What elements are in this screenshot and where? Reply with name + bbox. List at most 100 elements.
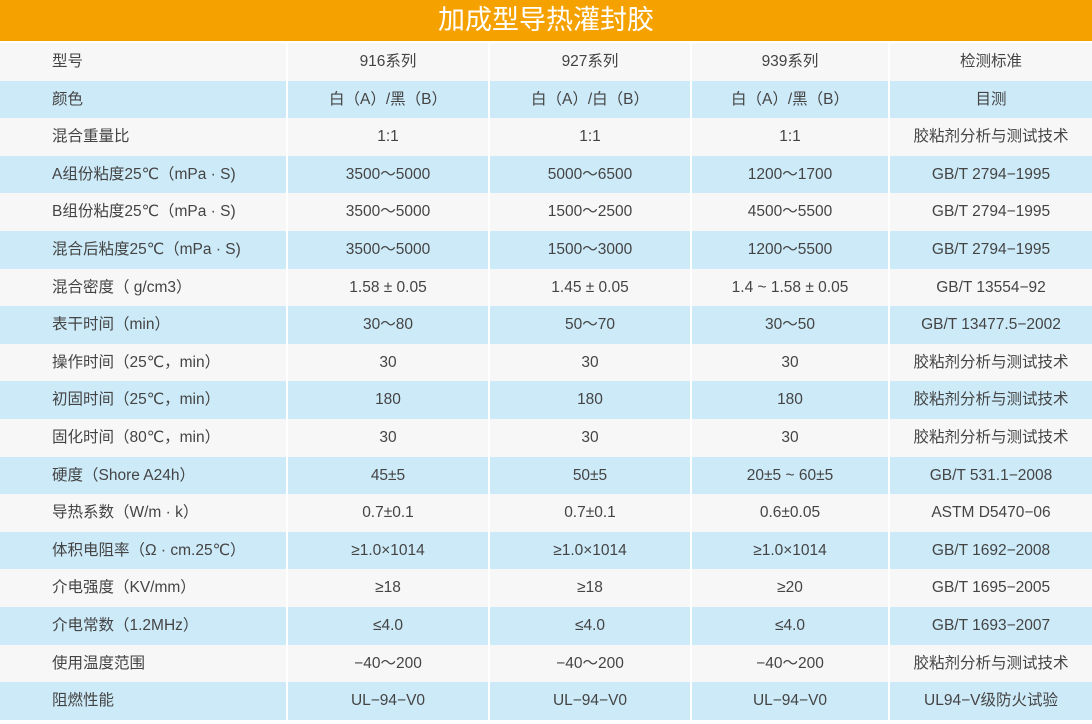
series-916-cell: ≥18 [288, 569, 490, 607]
property-cell: 颜色 [0, 80, 288, 119]
standard-cell: ASTM D5470−06 [890, 494, 1092, 532]
series-927-cell: 1500～2500 [490, 193, 692, 231]
table-row: 混合后粘度25℃（mPa · S) 3500～5000 1500～3000 1200～… [0, 230, 1092, 269]
standard-cell: 胶粘剂分析与测试技术 [890, 418, 1092, 457]
property-cell: B组份粘度25℃（mPa · S) [0, 193, 288, 231]
property-cell: 操作时间（25℃，min） [0, 343, 288, 382]
property-cell: 阻燃性能 [0, 682, 288, 720]
series-916-cell: 30 [288, 418, 490, 457]
series-927-cell: 927系列 [490, 43, 692, 81]
property-cell: 混合密度（ g/cm3） [0, 268, 288, 307]
series-916-cell: 30 [288, 343, 490, 382]
table-row: 体积电阻率（Ω · cm.25℃） ≥1.0×1014 ≥1.0×1014 ≥1.0×… [0, 531, 1092, 570]
table-row: 介电常数（1.2MHz） ≤4.0 ≤4.0 ≤4.0 GB/T 1693−2007 [0, 606, 1092, 645]
table-row: B组份粘度25℃（mPa · S) 3500～5000 1500～2500 4500～… [0, 193, 1092, 231]
series-939-cell: ≥1.0×1014 [692, 531, 890, 570]
series-939-cell: 1:1 [692, 118, 890, 156]
series-916-cell: 30～80 [288, 306, 490, 344]
table-row: 阻燃性能 UL−94−V0 UL−94−V0 UL−94−V0 UL94−V级防火试验 [0, 682, 1092, 720]
series-939-cell: ≤4.0 [692, 606, 890, 645]
table-row: 颜色 白（A）/黑（B） 白（A）/白（B） 白（A）/黑（B） 目测 [0, 80, 1092, 119]
table-row: 介电强度（KV/mm） ≥18 ≥18 ≥20 GB/T 1695−2005 [0, 569, 1092, 607]
standard-cell: GB/T 13554−92 [890, 268, 1092, 307]
series-939-cell: 白（A）/黑（B） [692, 80, 890, 119]
series-939-cell: 20±5 ~ 60±5 [692, 456, 890, 495]
standard-cell: GB/T 1695−2005 [890, 569, 1092, 607]
series-939-cell: 30～50 [692, 306, 890, 344]
table-row: 操作时间（25℃，min） 30 30 30 胶粘剂分析与测试技术 [0, 343, 1092, 382]
standard-cell: UL94−V级防火试验 [890, 682, 1092, 720]
table-row: 导热系数（W/m · k） 0.7±0.1 0.7±0.1 0.6±0.05 ASTM … [0, 494, 1092, 532]
series-916-cell: 3500～5000 [288, 230, 490, 269]
table-row: 使用温度范围 −40～200 −40～200 −40～200 胶粘剂分析与测试技术 [0, 644, 1092, 683]
series-916-cell: 1:1 [288, 118, 490, 156]
standard-cell: GB/T 2794−1995 [890, 155, 1092, 194]
property-cell: 硬度（Shore A24h） [0, 456, 288, 495]
table-row: 初固时间（25℃，min） 180 180 180 胶粘剂分析与测试技术 [0, 381, 1092, 419]
series-916-cell: 3500～5000 [288, 155, 490, 194]
series-927-cell: 1:1 [490, 118, 692, 156]
standard-cell: GB/T 1692−2008 [890, 531, 1092, 570]
series-927-cell: ≥1.0×1014 [490, 531, 692, 570]
standard-cell: 胶粘剂分析与测试技术 [890, 644, 1092, 683]
table-title: 加成型导热灌封胶 [0, 0, 1092, 41]
property-cell: 导热系数（W/m · k） [0, 494, 288, 532]
series-939-cell: 4500～5500 [692, 193, 890, 231]
series-927-cell: 1500～3000 [490, 230, 692, 269]
series-939-cell: 1200～1700 [692, 155, 890, 194]
series-939-cell: 1200～5500 [692, 230, 890, 269]
property-cell: 表干时间（min） [0, 306, 288, 344]
property-cell: 初固时间（25℃，min） [0, 381, 288, 419]
series-916-cell: 1.58 ± 0.05 [288, 268, 490, 307]
series-927-cell: 50～70 [490, 306, 692, 344]
series-927-cell: ≥18 [490, 569, 692, 607]
series-927-cell: 30 [490, 418, 692, 457]
series-916-cell: ≤4.0 [288, 606, 490, 645]
standard-cell: 胶粘剂分析与测试技术 [890, 343, 1092, 382]
property-cell: A组份粘度25℃（mPa · S) [0, 155, 288, 194]
series-916-cell: ≥1.0×1014 [288, 531, 490, 570]
series-927-cell: 50±5 [490, 456, 692, 495]
property-cell: 介电强度（KV/mm） [0, 569, 288, 607]
series-939-cell: 939系列 [692, 43, 890, 81]
series-927-cell: −40～200 [490, 644, 692, 683]
table-header-row: 型号 916系列 927系列 939系列 检测标准 [0, 43, 1092, 81]
series-939-cell: 30 [692, 418, 890, 457]
standard-cell: GB/T 2794−1995 [890, 230, 1092, 269]
series-916-cell: 白（A）/黑（B） [288, 80, 490, 119]
standard-cell: GB/T 2794−1995 [890, 193, 1092, 231]
property-cell: 型号 [0, 43, 288, 81]
standard-cell: GB/T 13477.5−2002 [890, 306, 1092, 344]
series-927-cell: 1.45 ± 0.05 [490, 268, 692, 307]
standard-cell: 目测 [890, 80, 1092, 119]
series-927-cell: 0.7±0.1 [490, 494, 692, 532]
series-916-cell: 3500～5000 [288, 193, 490, 231]
series-927-cell: ≤4.0 [490, 606, 692, 645]
series-939-cell: 1.4 ~ 1.58 ± 0.05 [692, 268, 890, 307]
property-cell: 使用温度范围 [0, 644, 288, 683]
table-row: 混合密度（ g/cm3） 1.58 ± 0.05 1.45 ± 0.05 1.4 ~ … [0, 268, 1092, 307]
series-939-cell: 0.6±0.05 [692, 494, 890, 532]
standard-cell: GB/T 531.1−2008 [890, 456, 1092, 495]
series-916-cell: 0.7±0.1 [288, 494, 490, 532]
series-916-cell: 180 [288, 381, 490, 419]
series-939-cell: −40～200 [692, 644, 890, 683]
series-916-cell: 916系列 [288, 43, 490, 81]
series-927-cell: 5000～6500 [490, 155, 692, 194]
spec-table: 型号 916系列 927系列 939系列 检测标准 颜色 白（A）/黑（B） 白（A）/白（B… [0, 43, 1092, 720]
table-row: 表干时间（min） 30～80 50～70 30～50 GB/T 13477.5−200… [0, 306, 1092, 344]
property-cell: 混合后粘度25℃（mPa · S) [0, 230, 288, 269]
series-939-cell: 180 [692, 381, 890, 419]
series-939-cell: UL−94−V0 [692, 682, 890, 720]
series-927-cell: 白（A）/白（B） [490, 80, 692, 119]
series-927-cell: 180 [490, 381, 692, 419]
property-cell: 混合重量比 [0, 118, 288, 156]
table-row: 固化时间（80℃，min） 30 30 30 胶粘剂分析与测试技术 [0, 418, 1092, 457]
series-916-cell: 45±5 [288, 456, 490, 495]
series-927-cell: UL−94−V0 [490, 682, 692, 720]
property-cell: 介电常数（1.2MHz） [0, 606, 288, 645]
standard-cell: 胶粘剂分析与测试技术 [890, 118, 1092, 156]
series-916-cell: UL−94−V0 [288, 682, 490, 720]
series-939-cell: 30 [692, 343, 890, 382]
series-916-cell: −40～200 [288, 644, 490, 683]
